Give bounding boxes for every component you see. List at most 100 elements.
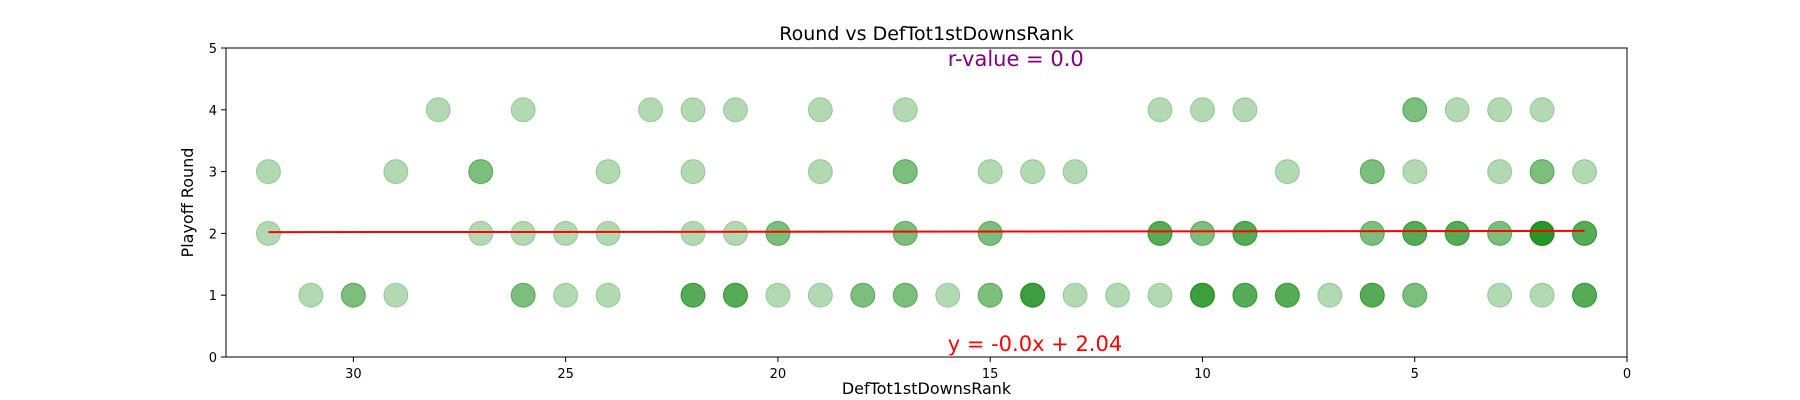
- data-point: [1487, 220, 1513, 246]
- data-point: [1529, 159, 1555, 185]
- data-point: [1359, 220, 1385, 246]
- x-tick-label: 20: [770, 367, 787, 382]
- data-point: [340, 282, 366, 308]
- data-point: [1359, 220, 1385, 246]
- data-point: [1359, 282, 1385, 308]
- data-point: [1487, 220, 1513, 246]
- data-point: [468, 220, 494, 246]
- data-point: [383, 159, 409, 185]
- data-point: [680, 282, 706, 308]
- data-point: [553, 282, 579, 308]
- data-point: [1444, 220, 1470, 246]
- data-point: [553, 220, 579, 246]
- data-point: [892, 282, 918, 308]
- data-point: [1147, 220, 1173, 246]
- data-point: [1105, 282, 1131, 308]
- data-point: [1189, 282, 1215, 308]
- data-point: [1274, 159, 1300, 185]
- data-point: [1487, 282, 1513, 308]
- data-point: [1232, 97, 1258, 123]
- chart-title: Round vs DefTot1stDownsRank: [779, 23, 1073, 45]
- fit-layer: [268, 229, 1585, 234]
- data-point: [892, 159, 918, 185]
- data-point: [510, 220, 536, 246]
- data-point: [1232, 220, 1258, 246]
- data-point: [595, 282, 621, 308]
- x-tick-label: 15: [982, 367, 999, 382]
- regression-equation-annotation: y = -0.0x + 2.04: [948, 332, 1122, 356]
- data-point: [1147, 282, 1173, 308]
- data-point: [1572, 282, 1598, 308]
- data-point: [977, 282, 1003, 308]
- data-point: [892, 159, 918, 185]
- data-point: [807, 282, 833, 308]
- data-point: [1020, 282, 1046, 308]
- data-point: [1147, 220, 1173, 246]
- data-point: [1189, 220, 1215, 246]
- data-point: [680, 282, 706, 308]
- data-point: [1402, 220, 1428, 246]
- data-point: [425, 97, 451, 123]
- y-axis-label: Playoff Round: [178, 148, 197, 258]
- data-point: [1572, 159, 1598, 185]
- y-tick-label: 2: [209, 227, 217, 242]
- data-point: [1487, 97, 1513, 123]
- data-point: [1359, 159, 1385, 185]
- data-point: [510, 97, 536, 123]
- data-point: [1062, 282, 1088, 308]
- data-point: [1062, 159, 1088, 185]
- x-tick-label: 30: [345, 367, 362, 382]
- data-point: [977, 220, 1003, 246]
- data-point: [1572, 220, 1598, 246]
- data-point: [1402, 220, 1428, 246]
- data-point: [722, 282, 748, 308]
- data-point: [935, 282, 961, 308]
- data-point: [255, 220, 281, 246]
- x-tick-label: 5: [1411, 367, 1419, 382]
- data-point: [765, 282, 791, 308]
- data-point: [1572, 282, 1598, 308]
- data-point: [977, 282, 1003, 308]
- data-point: [1402, 159, 1428, 185]
- data-point: [680, 159, 706, 185]
- data-point: [722, 282, 748, 308]
- data-point: [1529, 159, 1555, 185]
- data-point: [1402, 282, 1428, 308]
- data-point: [1359, 282, 1385, 308]
- y-tick-label: 3: [209, 166, 217, 181]
- data-point: [1317, 282, 1343, 308]
- data-point: [1189, 97, 1215, 123]
- data-point: [1274, 282, 1300, 308]
- data-point: [1359, 282, 1385, 308]
- data-point: [892, 97, 918, 123]
- data-point: [1232, 220, 1258, 246]
- data-point: [1529, 220, 1555, 246]
- data-point: [977, 159, 1003, 185]
- data-point: [722, 282, 748, 308]
- data-point: [638, 97, 664, 123]
- y-tick-label: 1: [209, 289, 217, 304]
- y-tick-label: 5: [209, 42, 217, 57]
- data-point: [1402, 97, 1428, 123]
- data-point: [1529, 220, 1555, 246]
- y-tick-label: 0: [209, 351, 217, 366]
- data-point: [383, 282, 409, 308]
- data-point: [1359, 159, 1385, 185]
- data-point: [1147, 97, 1173, 123]
- x-tick-label: 10: [1194, 367, 1211, 382]
- data-point: [1232, 220, 1258, 246]
- data-point: [1232, 282, 1258, 308]
- data-point: [1572, 220, 1598, 246]
- data-point: [1020, 159, 1046, 185]
- data-point: [722, 97, 748, 123]
- data-point: [255, 159, 281, 185]
- data-point: [892, 220, 918, 246]
- data-point: [765, 220, 791, 246]
- data-point: [850, 282, 876, 308]
- data-point: [1487, 159, 1513, 185]
- data-point: [1529, 220, 1555, 246]
- x-axis-label: DefTot1stDownsRank: [842, 379, 1012, 398]
- data-point: [1529, 220, 1555, 246]
- data-point: [1274, 282, 1300, 308]
